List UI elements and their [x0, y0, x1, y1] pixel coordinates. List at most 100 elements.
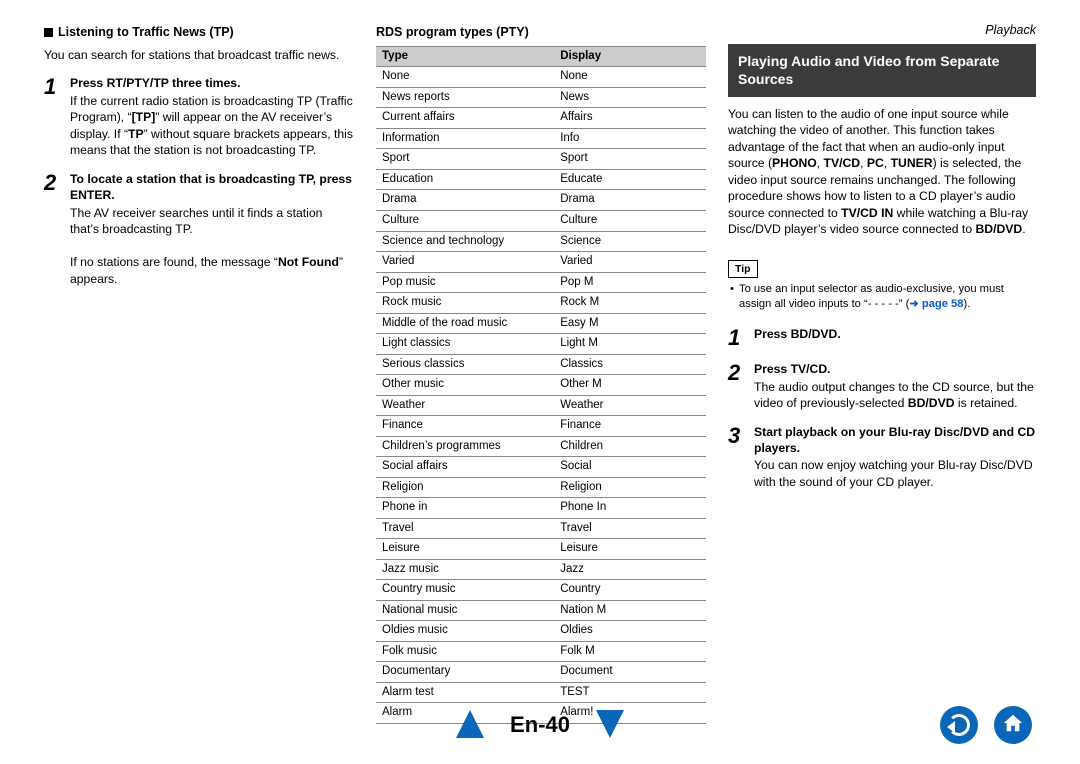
table-cell: Light M	[554, 334, 706, 355]
table-row: Social affairsSocial	[376, 457, 706, 478]
pty-th-type: Type	[376, 46, 554, 67]
table-cell: News reports	[376, 87, 554, 108]
table-row: Rock musicRock M	[376, 293, 706, 314]
intro-text: You can search for stations that broadca…	[44, 47, 354, 63]
table-cell: Culture	[376, 211, 554, 232]
step-number: 1	[728, 326, 754, 349]
table-cell: Varied	[554, 252, 706, 273]
page-body: Listening to Traffic News (TP) You can s…	[0, 0, 1080, 724]
table-cell: Science and technology	[376, 231, 554, 252]
table-cell: Current affairs	[376, 108, 554, 129]
table-cell: Children’s programmes	[376, 436, 554, 457]
table-cell: Social affairs	[376, 457, 554, 478]
table-row: National musicNation M	[376, 600, 706, 621]
table-cell: Middle of the road music	[376, 313, 554, 334]
table-cell: Children	[554, 436, 706, 457]
step-title: Press BD/DVD.	[754, 326, 1036, 342]
step-body: Press BD/DVD.	[754, 326, 1036, 349]
table-cell: Alarm test	[376, 682, 554, 703]
table-cell: Country music	[376, 580, 554, 601]
table-cell: Sport	[376, 149, 554, 170]
table-cell: Travel	[376, 518, 554, 539]
undo-icon	[948, 714, 970, 736]
table-cell: Drama	[554, 190, 706, 211]
table-cell: Pop M	[554, 272, 706, 293]
step-number: 3	[728, 424, 754, 491]
back-button[interactable]	[940, 706, 978, 744]
table-cell: Education	[376, 169, 554, 190]
pty-th-display: Display	[554, 46, 706, 67]
table-row: FinanceFinance	[376, 416, 706, 437]
step-title: Start playback on your Blu-ray Disc/DVD …	[754, 424, 1036, 457]
table-cell: Science	[554, 231, 706, 252]
table-cell: Info	[554, 128, 706, 149]
table-row: Phone inPhone In	[376, 498, 706, 519]
table-cell: Educate	[554, 169, 706, 190]
step-title: To locate a station that is broadcasting…	[70, 171, 354, 204]
table-row: Oldies musicOldies	[376, 621, 706, 642]
table-cell: Affairs	[554, 108, 706, 129]
table-cell: Country	[554, 580, 706, 601]
step-title: Press RT/PTY/TP three times.	[70, 75, 354, 91]
table-cell: Information	[376, 128, 554, 149]
table-cell: Jazz	[554, 559, 706, 580]
step-body: To locate a station that is broadcasting…	[70, 171, 354, 287]
table-row: Alarm testTEST	[376, 682, 706, 703]
table-cell: Light classics	[376, 334, 554, 355]
table-cell: Religion	[554, 477, 706, 498]
table-row: Light classicsLight M	[376, 334, 706, 355]
step-text: The audio output changes to the CD sourc…	[754, 379, 1036, 412]
tip-badge: Tip	[728, 260, 758, 278]
table-cell: Documentary	[376, 662, 554, 683]
next-page-icon[interactable]	[596, 710, 624, 738]
table-cell: Folk M	[554, 641, 706, 662]
table-row: Jazz musicJazz	[376, 559, 706, 580]
table-cell: Social	[554, 457, 706, 478]
table-row: Folk musicFolk M	[376, 641, 706, 662]
table-row: ReligionReligion	[376, 477, 706, 498]
table-row: TravelTravel	[376, 518, 706, 539]
table-cell: None	[376, 67, 554, 88]
table-cell: Rock music	[376, 293, 554, 314]
table-cell: Phone in	[376, 498, 554, 519]
step-text: If the current radio station is broadcas…	[70, 93, 354, 159]
page-footer: En-40	[0, 702, 1080, 746]
table-row: WeatherWeather	[376, 395, 706, 416]
page-number: En-40	[510, 710, 570, 740]
col3-paragraph: You can listen to the audio of one input…	[728, 106, 1036, 238]
step: 2To locate a station that is broadcastin…	[44, 171, 354, 287]
table-cell: News	[554, 87, 706, 108]
step: 1Press BD/DVD.	[728, 326, 1036, 349]
prev-page-icon[interactable]	[456, 710, 484, 738]
step: 2Press TV/CD.The audio output changes to…	[728, 361, 1036, 411]
table-cell: Nation M	[554, 600, 706, 621]
table-cell: National music	[376, 600, 554, 621]
category-label: Playback	[985, 22, 1036, 39]
table-cell: Classics	[554, 354, 706, 375]
table-cell: Phone In	[554, 498, 706, 519]
table-cell: Other music	[376, 375, 554, 396]
step-body: Press RT/PTY/TP three times. If the curre…	[70, 75, 354, 158]
section-heading-tp: Listening to Traffic News (TP)	[44, 24, 354, 41]
table-row: LeisureLeisure	[376, 539, 706, 560]
column-left: Listening to Traffic News (TP) You can s…	[44, 24, 354, 724]
table-row: Children’s programmesChildren	[376, 436, 706, 457]
step-text: You can now enjoy watching your Blu-ray …	[754, 457, 1036, 490]
table-row: CultureCulture	[376, 211, 706, 232]
table-cell: Pop music	[376, 272, 554, 293]
table-row: Current affairsAffairs	[376, 108, 706, 129]
table-cell: TEST	[554, 682, 706, 703]
table-cell: Varied	[376, 252, 554, 273]
home-button[interactable]	[994, 706, 1032, 744]
steps-list-left: 1Press RT/PTY/TP three times.If the curr…	[44, 75, 354, 287]
table-cell: Finance	[554, 416, 706, 437]
table-row: EducationEducate	[376, 169, 706, 190]
table-row: News reportsNews	[376, 87, 706, 108]
table-row: VariedVaried	[376, 252, 706, 273]
step-body: Start playback on your Blu-ray Disc/DVD …	[754, 424, 1036, 491]
table-row: Serious classicsClassics	[376, 354, 706, 375]
table-cell: Easy M	[554, 313, 706, 334]
table-cell: Leisure	[554, 539, 706, 560]
table-cell: Religion	[376, 477, 554, 498]
table-cell: Jazz music	[376, 559, 554, 580]
